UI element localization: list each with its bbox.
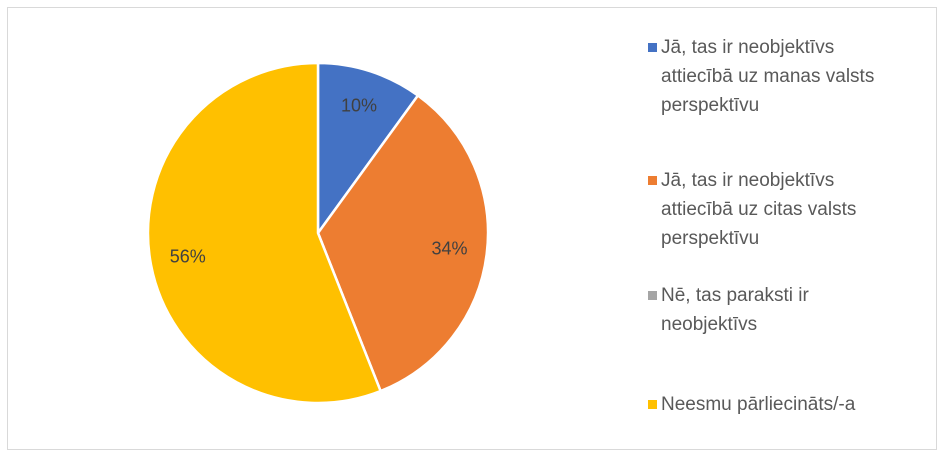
legend-label: Neesmu pārliecināts/-a — [661, 394, 856, 415]
legend-swatch — [648, 176, 657, 185]
legend-entry: Jā, tas ir neobjektīvs attiecībā uz mana… — [648, 33, 898, 120]
legend-label: Jā, tas ir neobjektīvs attiecībā uz cita… — [661, 170, 857, 249]
data-label: 56% — [170, 247, 206, 267]
legend-swatch — [648, 43, 657, 52]
legend-swatch — [648, 291, 657, 300]
data-label: 10% — [341, 96, 377, 116]
data-label: 34% — [432, 238, 468, 258]
pie-slice — [316, 93, 490, 393]
legend-entry: Nē, tas paraksti ir neobjektīvs — [648, 281, 898, 339]
legend-label: Jā, tas ir neobjektīvs attiecībā uz mana… — [661, 37, 875, 116]
pie-slice — [146, 61, 383, 405]
legend-label: Nē, tas paraksti ir neobjektīvs — [661, 285, 809, 335]
legend-entry: Jā, tas ir neobjektīvs attiecībā uz cita… — [648, 166, 898, 253]
legend-swatch — [648, 400, 657, 409]
legend-entry: Neesmu pārliecināts/-a — [648, 390, 898, 419]
pie-slice — [316, 61, 420, 237]
